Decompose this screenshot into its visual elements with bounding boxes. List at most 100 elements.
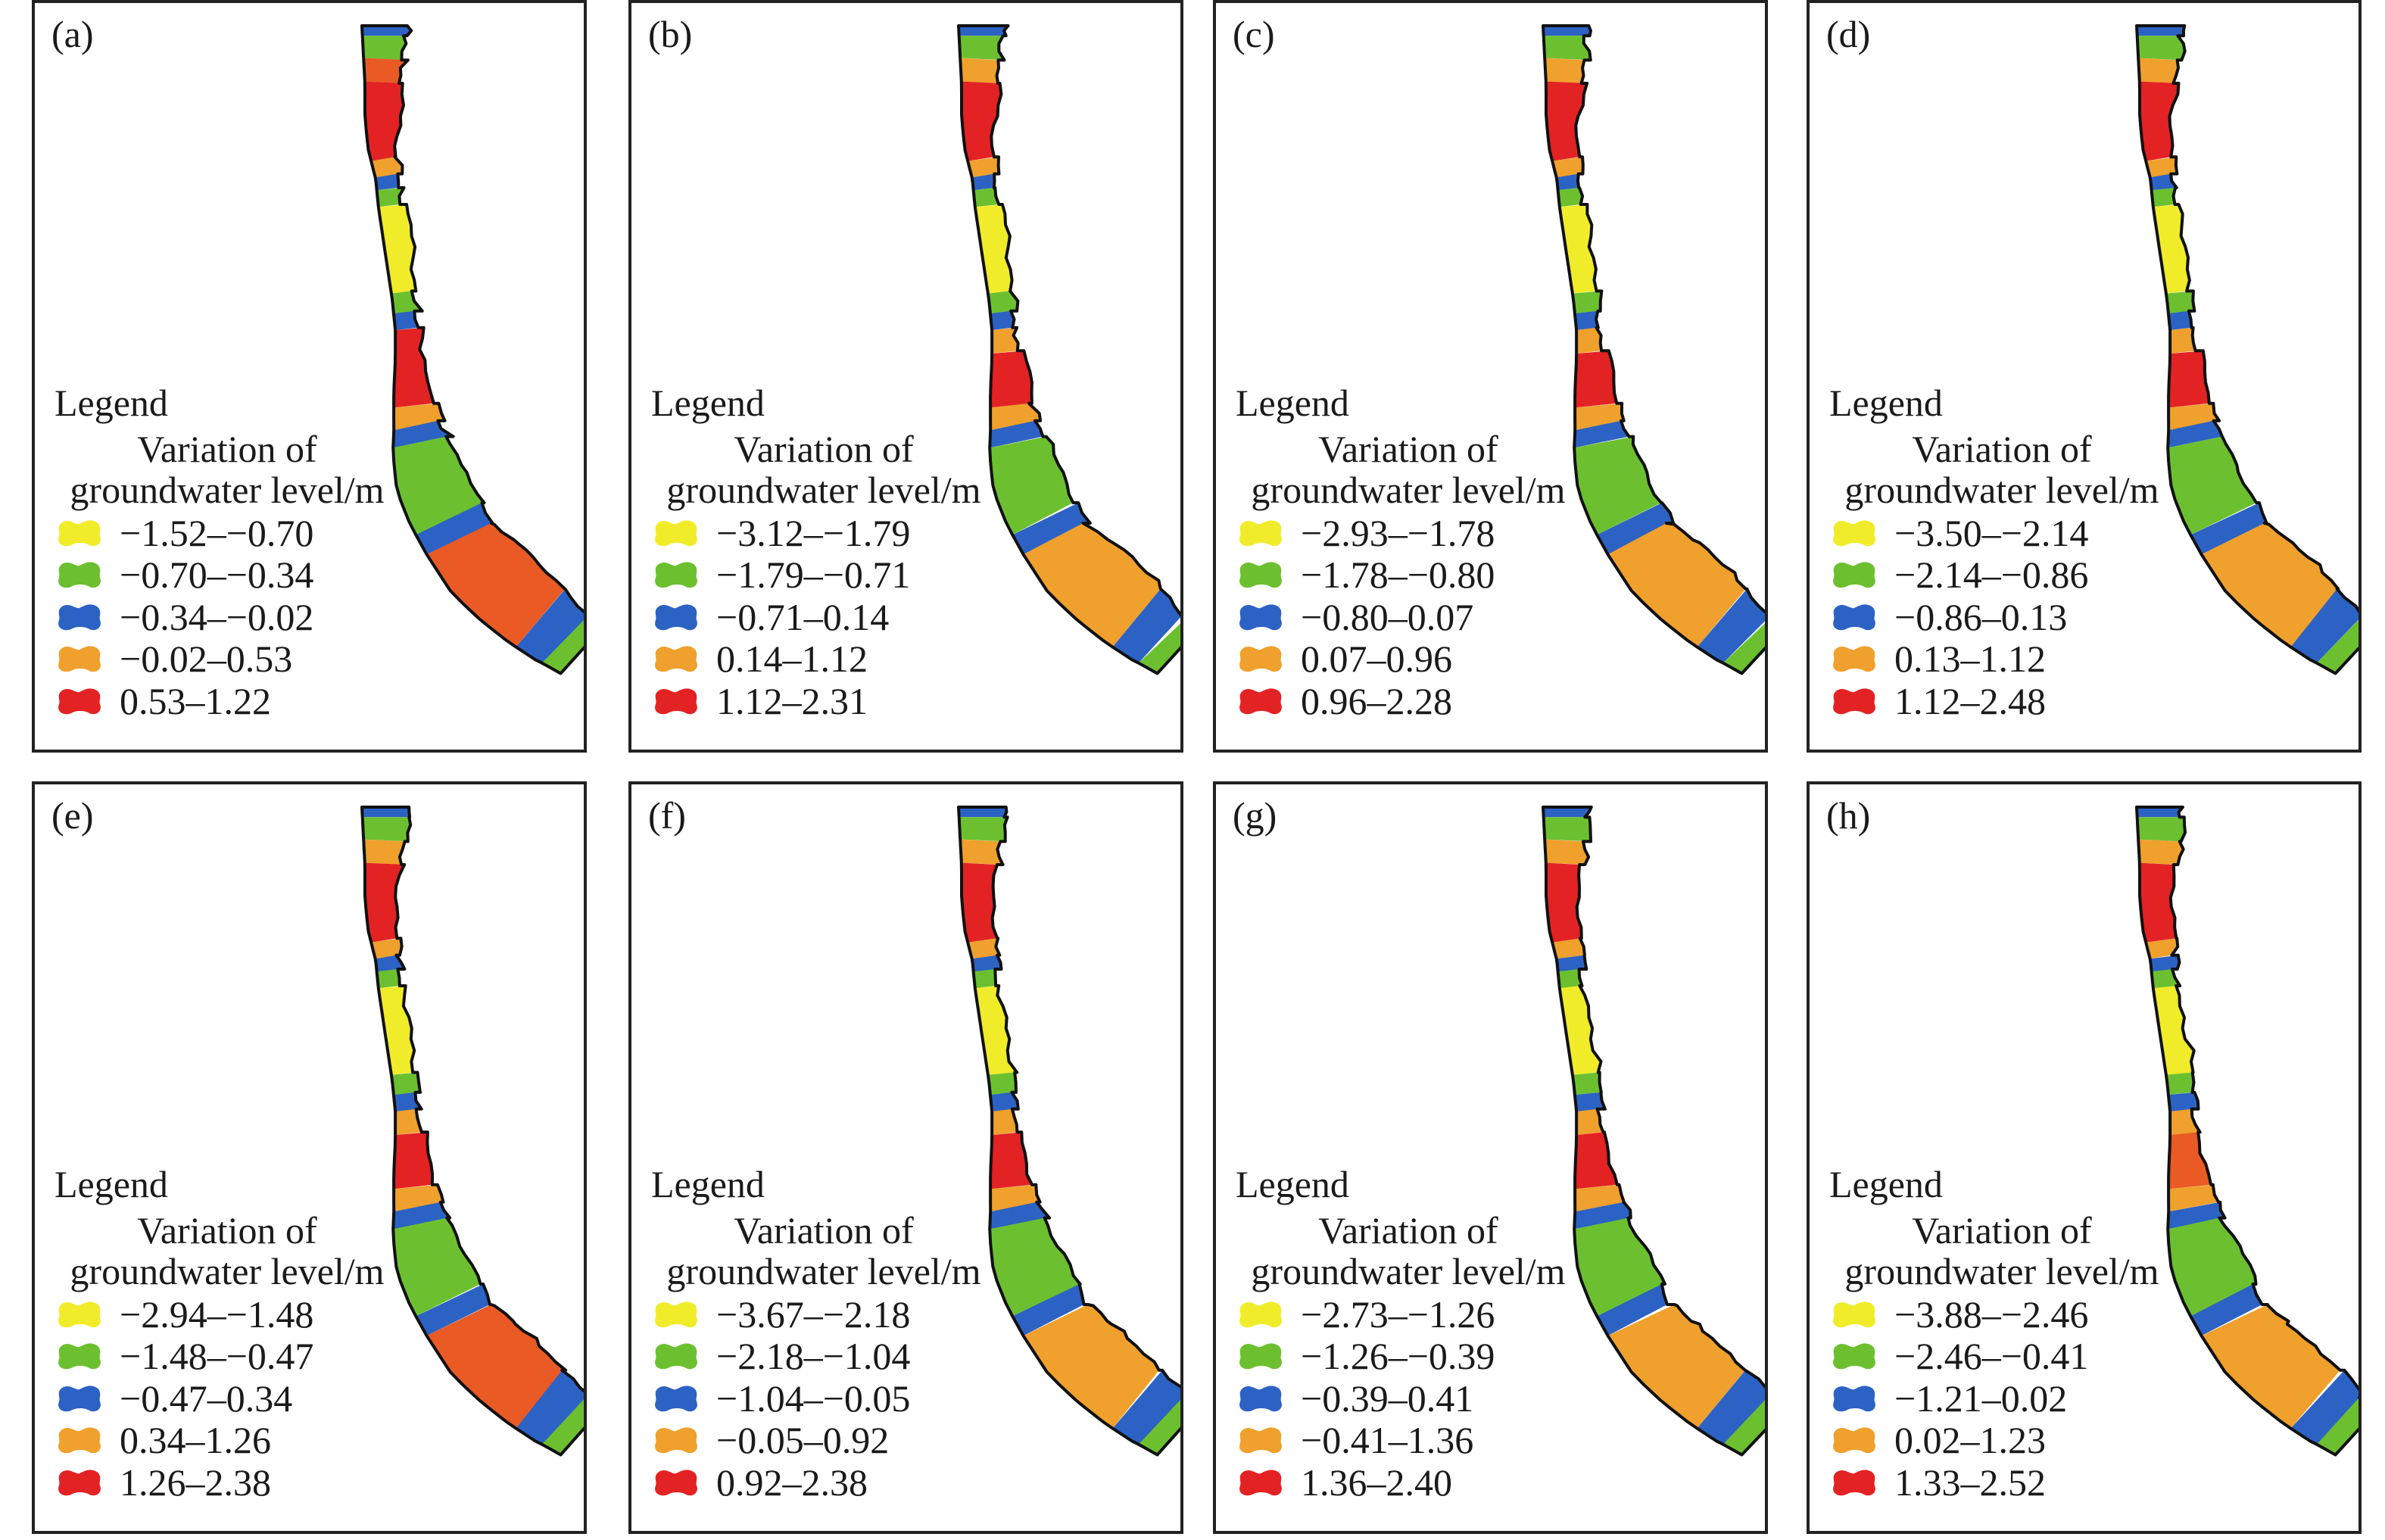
legend-swatch-orange: [1239, 646, 1282, 672]
legend-title: Legend: [55, 382, 168, 424]
legend-swatch-green: [1239, 1343, 1282, 1370]
legend-item: −1.48–−0.47: [53, 1336, 401, 1378]
map-zone-green: [1572, 291, 1602, 313]
legend-swatch-yellow: [58, 1302, 101, 1328]
legend-item-label: −1.26–−0.39: [1301, 1335, 1495, 1378]
map-zone-green: [391, 291, 422, 313]
map-zone-blue: [2168, 420, 2222, 448]
legend-item: 0.92–2.38: [650, 1461, 998, 1504]
map-zone-blue: [362, 26, 412, 36]
legend-swatch-blue: [58, 604, 101, 631]
legend-item-label: 0.14–1.12: [716, 638, 868, 681]
legend-item: 0.13–1.12: [1828, 638, 2176, 681]
map-zone-green: [393, 436, 485, 535]
legend-title: Legend: [651, 1163, 765, 1205]
map-zone-green: [987, 291, 1018, 313]
legend-item-label: 1.36–2.40: [1301, 1461, 1452, 1504]
legend: Legend Variation of groundwater level/m …: [650, 1163, 998, 1504]
map-zone-orange: [1575, 403, 1624, 431]
legend-swatch-yellow: [1833, 1302, 1875, 1328]
coastline-map: [957, 806, 1180, 1457]
map-zone-blue: [1574, 310, 1598, 330]
legend-item-label: −1.78–−0.80: [1301, 553, 1495, 597]
legend-item-label: 1.12–2.31: [716, 679, 868, 722]
map-zone-red: [1545, 81, 1588, 161]
legend-swatch-red: [655, 688, 697, 715]
coastline-outline: [1542, 24, 1765, 675]
legend-swatch-red: [1833, 688, 1875, 715]
legend-item-label: 0.53–1.22: [120, 679, 271, 722]
map-zone-green: [2151, 188, 2175, 207]
legend-item: −0.41–1.36: [1234, 1420, 1582, 1462]
map-zone-red_orange: [2168, 1132, 2212, 1189]
map-zone-blue: [1012, 1284, 1084, 1336]
map-zone-green: [959, 817, 1008, 842]
map-zone-green: [362, 817, 411, 842]
panel-label: (b): [648, 13, 693, 55]
legend-subtitle-line1: Variation of: [1912, 428, 2092, 470]
legend-item-label: 0.13–1.12: [1894, 638, 2046, 681]
map-zone-blue: [1112, 588, 1180, 663]
map-zone-green: [959, 36, 1005, 61]
map-zone-blue: [1574, 1202, 1631, 1230]
legend-swatch-orange: [655, 1427, 697, 1454]
map-zone-blue: [2290, 1370, 2358, 1445]
map-zone-red: [2139, 862, 2177, 943]
map-zone-blue: [990, 310, 1015, 330]
legend-item-label: −3.88–−2.46: [1894, 1292, 2089, 1336]
map-zone-green: [1557, 969, 1582, 989]
map-zone-blue: [990, 420, 1043, 448]
legend-item: −3.50–−2.14: [1828, 512, 2176, 554]
map-zone-blue: [2168, 310, 2192, 330]
map-zone-orange: [394, 1184, 444, 1212]
legend-swatch-orange: [655, 646, 697, 672]
coastline-outline: [2135, 806, 2358, 1457]
map-panel-c: (c) Legend Variation of groundwater leve…: [1213, 0, 1768, 753]
map-zone-orange: [2170, 327, 2196, 354]
map-zone-green: [2137, 817, 2185, 842]
legend-item-label: −0.41–1.36: [1301, 1419, 1474, 1462]
legend-swatch-red: [58, 688, 101, 715]
map-zone-green: [391, 1072, 420, 1095]
legend-swatch-orange: [1833, 646, 1875, 672]
legend-item-label: −1.48–−0.47: [120, 1335, 314, 1378]
legend-item: −1.78–−0.80: [1234, 554, 1582, 597]
legend-swatch-green: [58, 1343, 101, 1370]
map-zone-blue: [959, 807, 1007, 818]
map-zone-blue: [416, 503, 493, 555]
map-panel-a: (a) Legend Variation of groundwater leve…: [32, 0, 587, 753]
map-zone-blue: [416, 1284, 490, 1336]
map-zone-blue: [990, 1202, 1050, 1230]
legend-item-label: −3.67–−2.18: [716, 1292, 911, 1336]
map-zone-red: [990, 351, 1032, 408]
map-zone-orange: [371, 157, 403, 178]
legend-item-label: −1.04–−0.05: [716, 1376, 911, 1420]
map-zone-orange: [960, 58, 999, 83]
legend-swatch-orange: [58, 1427, 101, 1454]
map-zone-green: [1543, 817, 1591, 842]
legend-item-label: −0.47–0.34: [120, 1376, 293, 1420]
map-zone-orange: [992, 1108, 1018, 1136]
legend-swatch-yellow: [1833, 520, 1875, 547]
legend-swatch-green: [1239, 562, 1282, 588]
legend-items: −1.52–−0.70 −0.70–−0.34 −0.34–−0.02 −0.02–0…: [53, 512, 401, 722]
map-zone-orange: [2138, 58, 2178, 83]
map-zone-blue: [959, 26, 1009, 36]
legend-title: Legend: [1236, 382, 1349, 424]
map-zone-orange: [2170, 1108, 2200, 1136]
legend-swatch-blue: [1833, 604, 1875, 631]
map-zone-green: [987, 1072, 1016, 1095]
map-zone-blue: [1697, 1370, 1765, 1445]
legend-swatch-yellow: [1239, 1302, 1282, 1328]
legend-title: Legend: [1236, 1163, 1349, 1205]
legend-subtitle-line1: Variation of: [1912, 1209, 2092, 1252]
legend-subtitle-line1: Variation of: [137, 428, 317, 470]
map-zone-blue: [2150, 955, 2180, 972]
map-zone-blue: [1574, 420, 1629, 448]
legend-swatch-orange: [1239, 1427, 1282, 1454]
map-zone-green: [990, 1217, 1080, 1317]
legend-swatch-blue: [1239, 1386, 1282, 1412]
map-zone-orange: [1607, 1305, 1745, 1429]
legend-item: 0.53–1.22: [53, 680, 401, 722]
map-zone-orange: [1576, 1108, 1604, 1136]
